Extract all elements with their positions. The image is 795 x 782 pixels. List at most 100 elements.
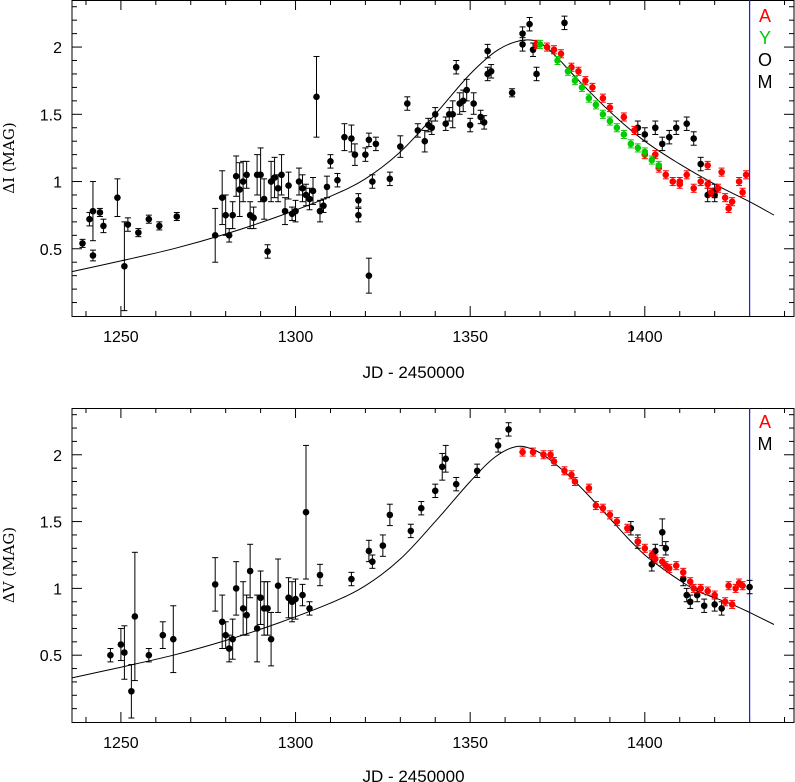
data-point-A: [672, 562, 680, 569]
data-point-M: [348, 135, 355, 142]
data-point-M: [239, 605, 247, 612]
data-point-A: [690, 585, 698, 592]
data-point-M: [365, 136, 373, 144]
series-A: [519, 447, 746, 609]
data-point-Y: [571, 77, 579, 84]
data-point-A: [739, 188, 746, 196]
data-point-M: [121, 649, 128, 656]
data-point-M: [641, 131, 649, 138]
plot-frame: [71, 0, 795, 317]
data-point-M: [658, 528, 666, 536]
data-point-M: [484, 47, 491, 55]
data-point-M: [369, 178, 376, 185]
data-point-M: [711, 601, 718, 608]
data-point-M: [369, 558, 376, 565]
data-point-M: [355, 211, 362, 219]
x-tick-label: 1250: [103, 735, 139, 752]
data-point-A: [735, 579, 743, 587]
data-point-Y: [620, 131, 628, 138]
data-point-A: [550, 458, 558, 465]
data-point-A: [686, 578, 694, 586]
data-point-M: [218, 618, 226, 626]
data-point-M: [145, 651, 153, 659]
data-point-M: [686, 598, 694, 606]
data-point-M: [690, 135, 698, 142]
data-point-M: [372, 140, 380, 148]
data-point-M: [320, 202, 327, 210]
data-point-Y: [641, 148, 649, 156]
data-point-M: [114, 194, 121, 201]
data-point-A: [557, 50, 565, 58]
data-point-A: [679, 569, 687, 576]
data-point-M: [285, 182, 292, 189]
y-tick-label: 0.5: [40, 648, 62, 665]
data-point-A: [575, 67, 582, 75]
data-point-M: [463, 86, 470, 94]
data-point-Y: [585, 94, 593, 102]
series-M: [79, 15, 718, 312]
x-tick-label: 1250: [103, 329, 139, 346]
data-point-M: [386, 175, 394, 183]
data-point-A: [620, 113, 628, 121]
y-tick-label: 1.5: [40, 515, 62, 532]
data-point-M: [260, 195, 268, 203]
x-tick-label: 1300: [278, 329, 314, 346]
data-point-M: [267, 635, 275, 643]
data-point-M: [505, 426, 512, 433]
data-point-M: [306, 195, 313, 203]
data-point-M: [327, 158, 334, 165]
data-point-M: [89, 207, 97, 215]
data-point-M: [250, 214, 257, 222]
data-point-M: [421, 137, 429, 145]
data-point-M: [355, 197, 362, 204]
data-point-M: [232, 172, 240, 180]
data-point-M: [299, 184, 306, 192]
data-point-M: [341, 133, 348, 141]
data-point-A: [606, 511, 614, 519]
data-point-Y: [655, 162, 663, 169]
data-point-M: [386, 511, 394, 519]
data-point-A: [613, 518, 621, 525]
data-point-M: [229, 635, 236, 643]
data-point-M: [362, 151, 369, 158]
legend-label-O: O: [758, 50, 772, 70]
data-point-M: [253, 625, 261, 632]
data-point-M: [718, 605, 725, 612]
data-point-A: [683, 171, 691, 179]
data-point-A: [665, 565, 673, 572]
legend-label-M: M: [758, 72, 773, 92]
x-tick-label: 1350: [452, 735, 488, 752]
data-point-M: [431, 110, 439, 118]
legend-label-A: A: [759, 412, 771, 432]
data-point-M: [651, 124, 659, 132]
data-point-A: [561, 467, 568, 475]
data-point-M: [487, 67, 495, 75]
x-axis-label: JD - 2450000: [362, 767, 464, 782]
data-point-M: [131, 613, 139, 620]
data-point-A: [599, 94, 607, 102]
data-point-M: [746, 583, 753, 591]
data-point-M: [257, 171, 264, 179]
data-point-M: [414, 127, 422, 134]
data-point-M: [379, 542, 387, 549]
data-point-M: [449, 110, 457, 118]
data-point-M: [679, 575, 687, 583]
panel-top: 1250 1300 1350 1400 0.5 1 1.5 2 JD - 2450000 ΔI (…: [0, 0, 795, 382]
y-tick-label: 1.5: [40, 107, 62, 124]
data-point-M: [480, 119, 488, 126]
data-point-A: [725, 582, 732, 590]
data-point-M: [246, 567, 254, 575]
data-point-M: [243, 171, 250, 179]
data-point-M: [365, 272, 373, 279]
data-point-M: [473, 467, 481, 475]
data-point-A: [728, 198, 736, 206]
y-tick-label: 1: [53, 581, 62, 598]
data-point-Y: [606, 117, 614, 125]
data-point-M: [274, 582, 282, 590]
data-point-M: [295, 178, 303, 185]
series-Y: [536, 39, 663, 170]
y-tick-label: 2: [53, 40, 62, 57]
data-point-M: [470, 100, 477, 107]
data-point-M: [313, 93, 320, 101]
